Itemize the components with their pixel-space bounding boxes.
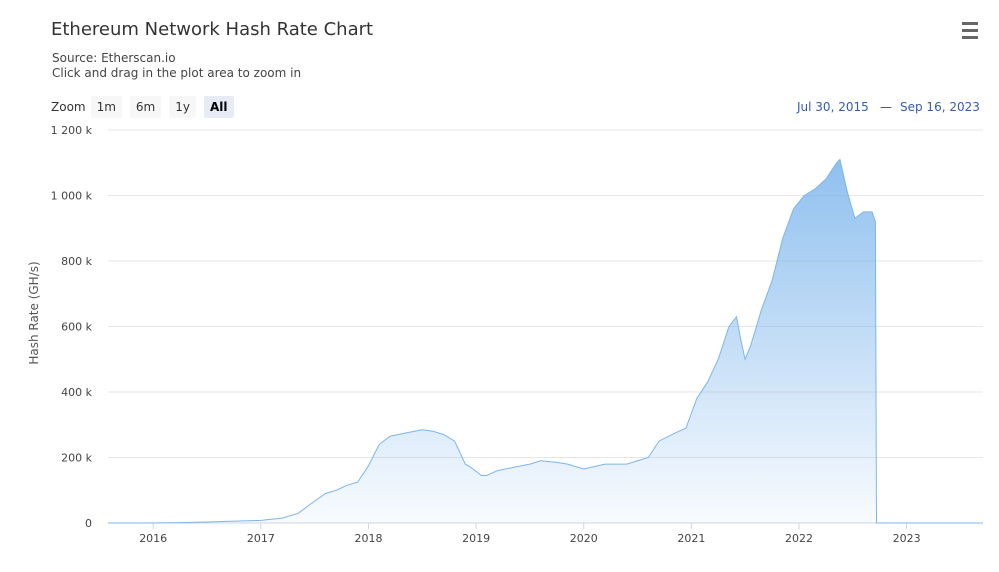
menu-bar: [962, 29, 978, 32]
zoom-1m-button[interactable]: 1m: [90, 96, 122, 118]
x-tick-label: 2017: [247, 532, 275, 545]
zoom-6m-button[interactable]: 6m: [129, 96, 162, 118]
y-tick-label: 1 200 k: [51, 124, 93, 137]
y-tick-label: 400 k: [61, 386, 92, 399]
range-from-input[interactable]: Jul 30, 2015: [797, 100, 869, 114]
chart-zoom-hint: Click and drag in the plot area to zoom …: [52, 66, 302, 80]
hash-rate-area: [108, 159, 983, 523]
zoom-selector: Zoom 1m 6m 1y All: [51, 96, 242, 118]
chart-source: Source: Etherscan.io: [52, 51, 176, 65]
x-tick-label: 2022: [785, 532, 813, 545]
y-tick-label: 1 000 k: [51, 190, 93, 203]
chart-title: Ethereum Network Hash Rate Chart: [51, 19, 374, 40]
x-tick-label: 2020: [570, 532, 598, 545]
zoom-1y-button[interactable]: 1y: [169, 96, 196, 118]
menu-bar: [962, 22, 978, 25]
y-axis-label: Hash Rate (GH/s): [27, 261, 41, 364]
y-tick-label: 0: [85, 517, 92, 530]
x-tick-label: 2018: [354, 532, 382, 545]
x-tick-label: 2019: [462, 532, 490, 545]
range-separator: —: [880, 100, 892, 114]
range-to-input[interactable]: Sep 16, 2023: [900, 100, 980, 114]
y-tick-label: 600 k: [61, 321, 92, 334]
y-tick-label: 200 k: [61, 452, 92, 465]
x-tick-label: 2021: [677, 532, 705, 545]
x-tick-label: 2016: [139, 532, 167, 545]
hash-rate-line: [108, 158, 983, 524]
zoom-label: Zoom: [51, 100, 86, 114]
hamburger-menu-icon[interactable]: [958, 22, 982, 42]
zoom-all-button[interactable]: All: [204, 96, 234, 118]
menu-bar: [962, 36, 978, 39]
y-tick-label: 800 k: [61, 255, 92, 268]
x-tick-label: 2023: [893, 532, 921, 545]
